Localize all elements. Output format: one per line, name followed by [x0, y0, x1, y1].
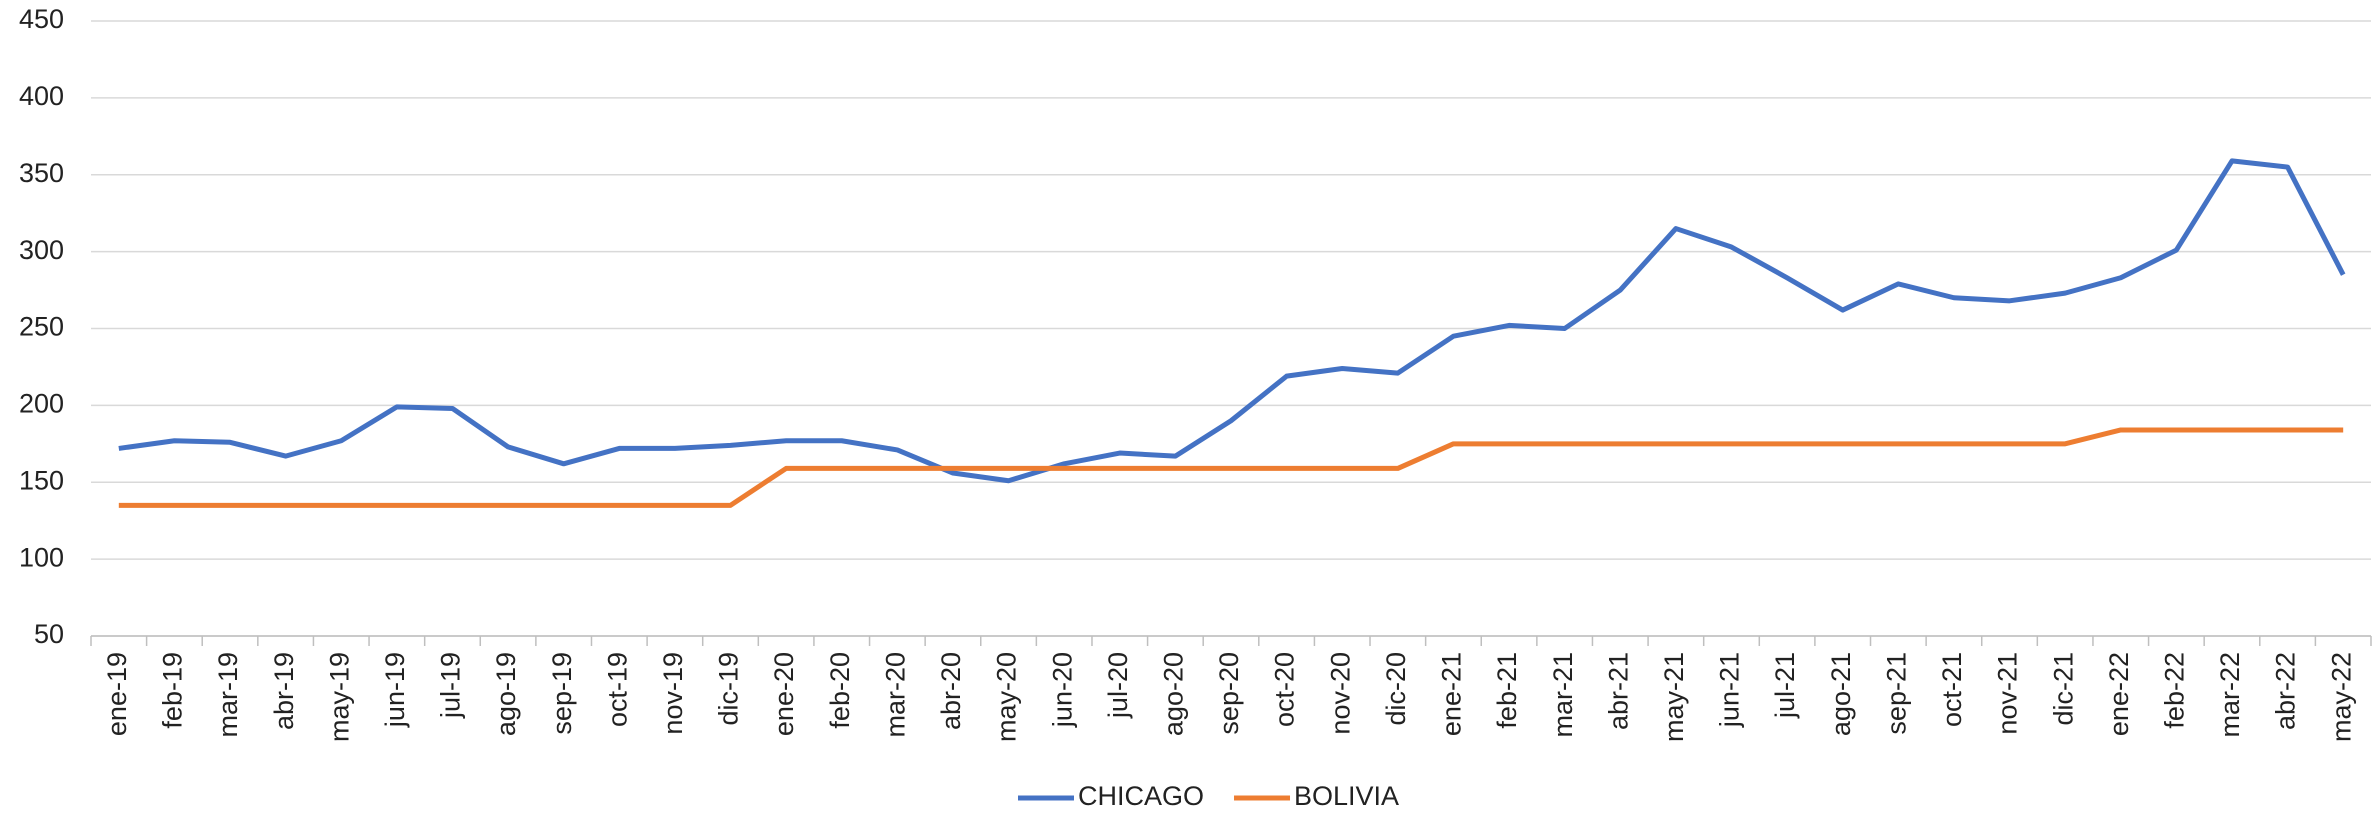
y-tick-label: 400 [19, 81, 64, 111]
x-tick-label: may-19 [324, 652, 354, 742]
x-tick-label: oct-19 [602, 652, 632, 727]
x-tick-label: jun-19 [380, 652, 410, 728]
x-tick-label: dic-20 [1381, 652, 1411, 726]
x-tick-label: jul-19 [436, 652, 466, 719]
x-tick-label: jun-20 [1047, 652, 1077, 728]
x-tick-label: sep-21 [1881, 652, 1911, 735]
x-tick-label: ago-21 [1826, 652, 1856, 736]
series-line [118, 158, 2346, 484]
x-tick-label: oct-21 [1937, 652, 1967, 727]
y-tick-label: 150 [19, 465, 64, 495]
x-tick-label: oct-20 [1270, 652, 1300, 727]
x-tick-label: abr-22 [2271, 652, 2301, 730]
y-tick-label: 50 [34, 619, 64, 649]
x-tick-label: feb-20 [825, 652, 855, 729]
x-tick-label: mar-22 [2215, 652, 2245, 738]
x-tick-label: may-21 [1659, 652, 1689, 742]
y-tick-label: 200 [19, 389, 64, 419]
x-tick-label: jul-20 [1103, 652, 1133, 719]
x-tick-label: mar-21 [1548, 652, 1578, 738]
x-tick-label: feb-21 [1492, 652, 1522, 729]
y-tick-label: 100 [19, 542, 64, 572]
x-tick-label: ago-20 [1159, 652, 1189, 736]
x-tick-label: nov-21 [1993, 652, 2023, 735]
x-tick-label: feb-22 [2159, 652, 2189, 729]
x-tick-label: ago-19 [491, 652, 521, 736]
x-tick-label: dic-21 [2048, 652, 2078, 726]
x-tick-label: nov-19 [658, 652, 688, 735]
x-tick-label: ene-22 [2104, 652, 2134, 736]
x-tick-label: ene-21 [1437, 652, 1467, 736]
x-tick-label: jul-21 [1770, 652, 1800, 719]
y-tick-label: 350 [19, 158, 64, 188]
legend-label: CHICAGO [1078, 781, 1204, 811]
x-tick-label: feb-19 [158, 652, 188, 729]
x-tick-label: sep-20 [1214, 652, 1244, 735]
x-tick-label: ene-19 [102, 652, 132, 736]
x-tick-label: sep-19 [547, 652, 577, 735]
x-tick-label: nov-20 [1325, 652, 1355, 735]
series-line [118, 427, 2344, 508]
y-tick-label: 250 [19, 312, 64, 342]
x-tick-label: dic-19 [714, 652, 744, 726]
y-tick-label: 300 [19, 235, 64, 265]
x-tick-label: ene-20 [769, 652, 799, 736]
x-tick-label: mar-20 [880, 652, 910, 738]
x-tick-label: abr-20 [936, 652, 966, 730]
x-tick-label: may-22 [2326, 652, 2356, 742]
x-tick-label: mar-19 [213, 652, 243, 738]
legend-label: BOLIVIA [1294, 781, 1399, 811]
x-tick-label: abr-19 [269, 652, 299, 730]
y-tick-label: 450 [19, 4, 64, 34]
x-tick-label: abr-21 [1603, 652, 1633, 730]
x-tick-label: jun-21 [1715, 652, 1745, 728]
x-tick-label: may-20 [992, 652, 1022, 742]
